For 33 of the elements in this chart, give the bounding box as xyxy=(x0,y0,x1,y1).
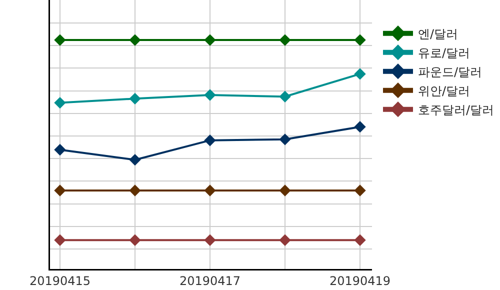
point xyxy=(204,89,216,101)
x-tick-label: 20190415 xyxy=(29,274,91,288)
point xyxy=(129,234,141,246)
legend-label: 위안/달러 xyxy=(418,84,470,98)
x-tick-label: 20190417 xyxy=(179,274,241,288)
point xyxy=(279,234,291,246)
point xyxy=(204,134,216,146)
point xyxy=(354,234,366,246)
point xyxy=(54,184,66,196)
point xyxy=(54,34,66,46)
point xyxy=(279,184,291,196)
legend-label: 엔/달러 xyxy=(418,27,458,42)
point xyxy=(204,34,216,46)
point xyxy=(129,34,141,46)
point xyxy=(279,34,291,46)
point xyxy=(54,234,66,246)
point xyxy=(279,90,291,102)
point xyxy=(354,34,366,46)
point xyxy=(354,68,366,80)
legend-label: 파운드/달러 xyxy=(418,65,482,80)
legend-label: 호주달러/달러 xyxy=(418,103,494,118)
x-tick-label: 20190419 xyxy=(329,274,391,288)
point xyxy=(279,134,291,146)
point xyxy=(129,184,141,196)
point xyxy=(204,234,216,246)
legend-label: 유로/달러 xyxy=(418,46,470,60)
point xyxy=(354,120,366,133)
point xyxy=(129,92,141,105)
point xyxy=(129,154,141,166)
point xyxy=(54,144,66,156)
point xyxy=(354,184,366,196)
point xyxy=(204,184,216,196)
point xyxy=(54,96,66,109)
